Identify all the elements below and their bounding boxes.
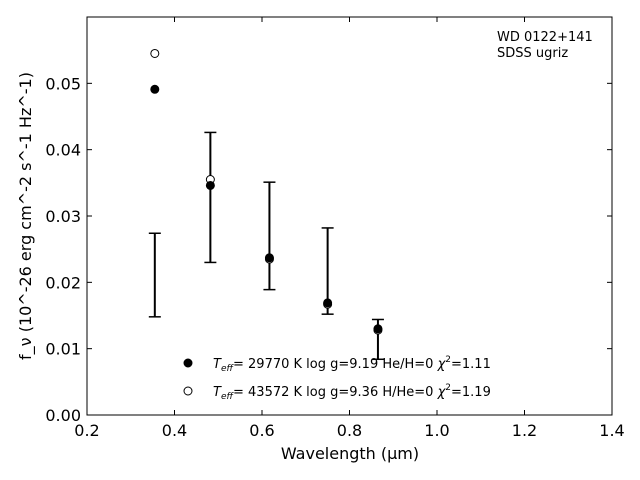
x-tick-label: 1.2 xyxy=(512,421,537,440)
filled-point xyxy=(264,253,274,263)
x-tick-label: 0.4 xyxy=(162,421,187,440)
x-tick-label: 0.8 xyxy=(337,421,362,440)
plot-frame xyxy=(86,16,613,416)
filled-point xyxy=(323,298,333,308)
x-tick-label: 1.4 xyxy=(599,421,624,440)
y-tick-label: 0.04 xyxy=(45,141,81,160)
filled-point xyxy=(205,180,215,190)
annotation-line-1: WD 0122+141 xyxy=(497,30,593,45)
open-point xyxy=(150,48,160,58)
legend-entry: Teff= 43572 K log g=9.36 H/He=0 χ2=1.19 xyxy=(213,383,491,402)
legend-marker-open xyxy=(183,386,193,396)
filled-point xyxy=(150,84,160,94)
filled-point xyxy=(373,324,383,334)
x-tick-label: 0.2 xyxy=(74,421,99,440)
annotation: WD 0122+141 SDSS ugriz xyxy=(497,30,593,61)
y-tick-label: 0.01 xyxy=(45,340,81,359)
x-axis-label: Wavelength (μm) xyxy=(281,444,419,463)
legend: Teff= 29770 K log g=9.19 He/H=0 χ2=1.11 T… xyxy=(183,355,491,402)
annotation-line-2: SDSS ugriz xyxy=(497,46,568,61)
legend-entry: Teff= 29770 K log g=9.19 He/H=0 χ2=1.11 xyxy=(213,355,491,374)
y-tick-label: 0.03 xyxy=(45,207,81,226)
y-axis-label-text: f_ν (10^-26 erg cm^-2 s^-1 Hz^-1) xyxy=(16,72,36,360)
y-tick-label: 0.00 xyxy=(45,406,81,425)
axes: 0.2 0.4 0.6 0.8 1.0 1.2 1.4 0.00 0.01 0.02 0.03 0.0… xyxy=(45,16,625,440)
legend-marker-filled xyxy=(183,358,193,368)
error-bars xyxy=(148,131,384,361)
data-points xyxy=(150,48,383,335)
y-tick-label: 0.05 xyxy=(45,74,81,93)
x-tick-label: 1.0 xyxy=(424,421,449,440)
y-tick-label: 0.02 xyxy=(45,273,81,292)
y-axis-label: f_ν (10^-26 erg cm^-2 s^-1 Hz^-1) xyxy=(16,72,36,360)
x-tick-label: 0.6 xyxy=(249,421,274,440)
